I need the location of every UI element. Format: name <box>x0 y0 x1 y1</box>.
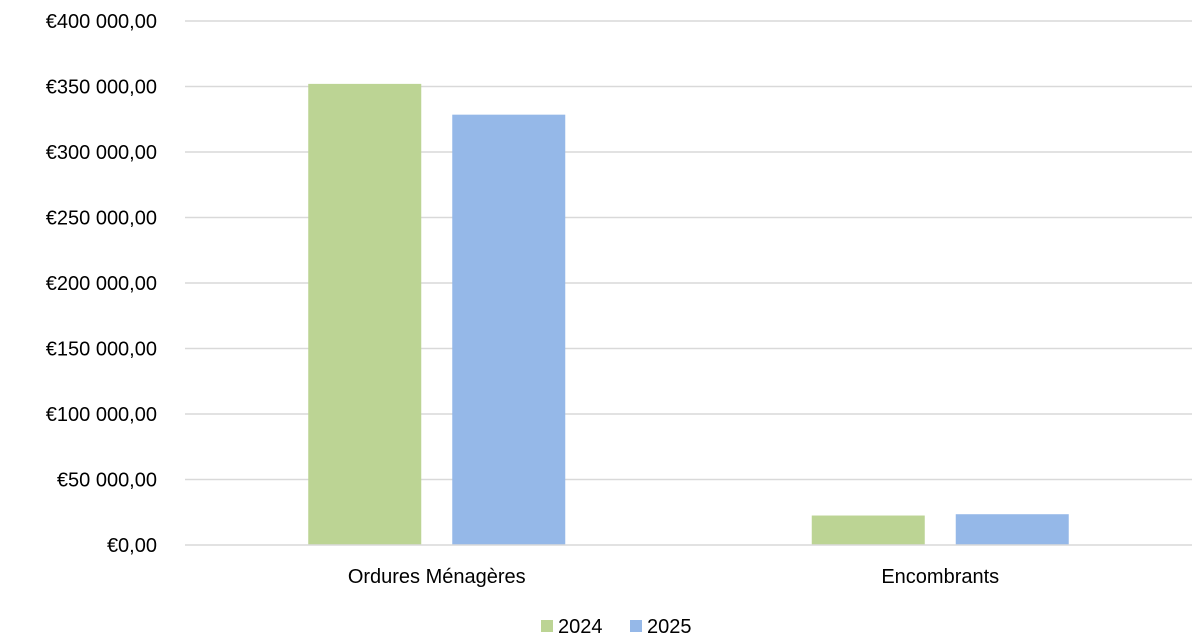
legend-label: 2025 <box>647 616 692 638</box>
bar-2025-0 <box>452 114 566 545</box>
x-axis-category-labels: Ordures Ménagères Encombrants <box>348 566 999 588</box>
y-tick-label: €0,00 <box>107 535 157 557</box>
legend-label: 2024 <box>558 616 603 638</box>
y-tick-label: €250 000,00 <box>46 208 157 230</box>
legend: 2024 2025 <box>541 616 692 638</box>
x-category-label: Encombrants <box>881 566 999 588</box>
legend-swatch <box>541 620 553 632</box>
x-category-label: Ordures Ménagères <box>348 566 526 588</box>
legend-swatch <box>630 620 642 632</box>
y-tick-label: €350 000,00 <box>46 77 157 99</box>
y-tick-label: €300 000,00 <box>46 142 157 164</box>
y-tick-label: €100 000,00 <box>46 404 157 426</box>
y-tick-label: €50 000,00 <box>57 470 157 492</box>
y-tick-label: €200 000,00 <box>46 273 157 295</box>
bar-2024-0 <box>308 83 422 545</box>
legend-item-2024: 2024 <box>541 616 603 638</box>
bars <box>308 83 1069 545</box>
y-tick-label: €400 000,00 <box>46 11 157 33</box>
bar-2024-1 <box>811 515 925 545</box>
y-tick-label: €150 000,00 <box>46 339 157 361</box>
bar-2025-1 <box>955 514 1069 545</box>
y-axis-tick-labels: €0,00 €50 000,00 €100 000,00 €150 000,00 €20… <box>46 11 157 557</box>
legend-item-2025: 2025 <box>630 616 692 638</box>
